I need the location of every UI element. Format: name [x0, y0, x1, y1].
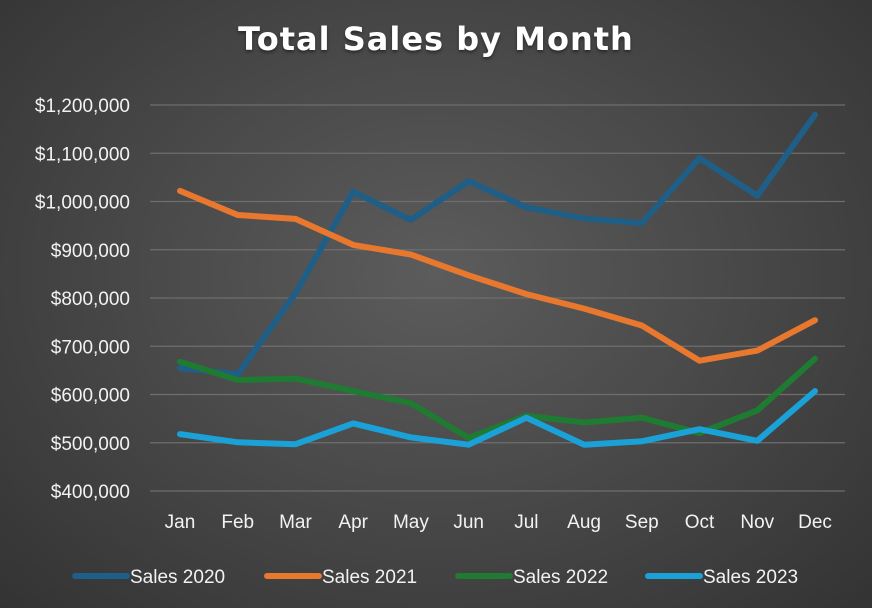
legend-label: Sales 2022: [513, 567, 608, 588]
x-tick-label: Apr: [338, 512, 368, 533]
y-tick-label: $500,000: [51, 434, 130, 455]
x-axis-ticks: Jan Feb Mar Apr May Jun Jul Aug Sep Oct Nov Dec: [165, 512, 832, 533]
gridlines: [150, 104, 845, 492]
y-tick-label: $800,000: [51, 289, 130, 310]
series-line-sales-2022: [177, 355, 818, 441]
y-tick-label: $400,000: [51, 482, 130, 503]
x-tick-label: Aug: [567, 512, 601, 533]
legend-label: Sales 2023: [703, 567, 798, 588]
x-tick-label: Sep: [625, 512, 659, 533]
x-tick-label: May: [393, 512, 429, 533]
y-axis-ticks: $400,000 $500,000 $600,000 $700,000 $800,000…: [35, 96, 130, 503]
series-line-sales-2020: [177, 111, 818, 378]
series-lines: [177, 111, 818, 448]
y-tick-label: $1,100,000: [35, 144, 130, 165]
x-tick-label: Oct: [685, 512, 715, 533]
y-tick-label: $1,200,000: [35, 96, 130, 117]
x-tick-label: Nov: [740, 512, 774, 533]
series-line-sales-2021: [177, 187, 818, 364]
x-tick-label: Dec: [798, 512, 832, 533]
x-tick-label: Mar: [279, 512, 312, 533]
x-tick-label: Jun: [453, 512, 484, 533]
y-tick-label: $700,000: [51, 337, 130, 358]
y-tick-label: $600,000: [51, 386, 130, 407]
legend: Sales 2020 Sales 2021 Sales 2022 Sales 2023: [72, 567, 798, 588]
series-line-sales-2023: [177, 388, 818, 448]
y-tick-label: $1,000,000: [35, 193, 130, 214]
x-tick-label: Feb: [221, 512, 254, 533]
legend-label: Sales 2020: [130, 567, 225, 588]
legend-label: Sales 2021: [322, 567, 417, 588]
x-tick-label: Jan: [165, 512, 196, 533]
chart-title: Total Sales by Month: [238, 20, 634, 58]
x-tick-label: Jul: [514, 512, 538, 533]
y-tick-label: $900,000: [51, 241, 130, 262]
